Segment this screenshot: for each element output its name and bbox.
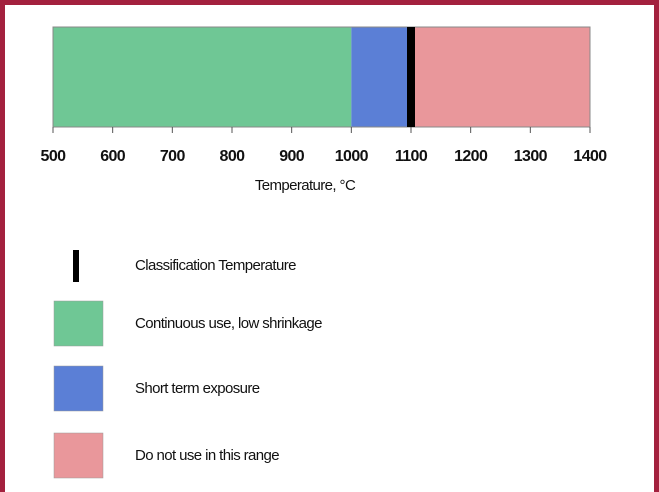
legend-swatch xyxy=(53,432,104,479)
x-tick-label: 800 xyxy=(220,148,246,165)
range-segment xyxy=(351,27,411,127)
legend-label: Classification Temperature xyxy=(135,257,296,274)
legend-label: Continuous use, low shrinkage xyxy=(135,315,322,332)
x-tick-label: 600 xyxy=(100,148,126,165)
x-tick-label: 700 xyxy=(160,148,186,165)
legend-label: Do not use in this range xyxy=(135,447,279,464)
range-segment xyxy=(411,27,590,127)
x-tick-label: 1000 xyxy=(335,148,369,165)
x-tick-label: 1300 xyxy=(514,148,548,165)
legend-swatch xyxy=(53,365,104,412)
x-tick-label: 1400 xyxy=(573,148,607,165)
x-tick-label: 1200 xyxy=(454,148,488,165)
legend-label: Short term exposure xyxy=(135,380,260,397)
x-tick-label: 1100 xyxy=(395,148,428,165)
x-tick-label: 900 xyxy=(279,148,305,165)
legend-marker-swatch xyxy=(73,250,79,282)
x-axis-label: Temperature, °C xyxy=(255,177,356,194)
classification-marker xyxy=(407,27,415,127)
x-tick-label: 500 xyxy=(41,148,67,165)
bar-outline xyxy=(52,26,591,128)
legend-swatch xyxy=(53,300,104,347)
range-segment xyxy=(53,27,352,127)
